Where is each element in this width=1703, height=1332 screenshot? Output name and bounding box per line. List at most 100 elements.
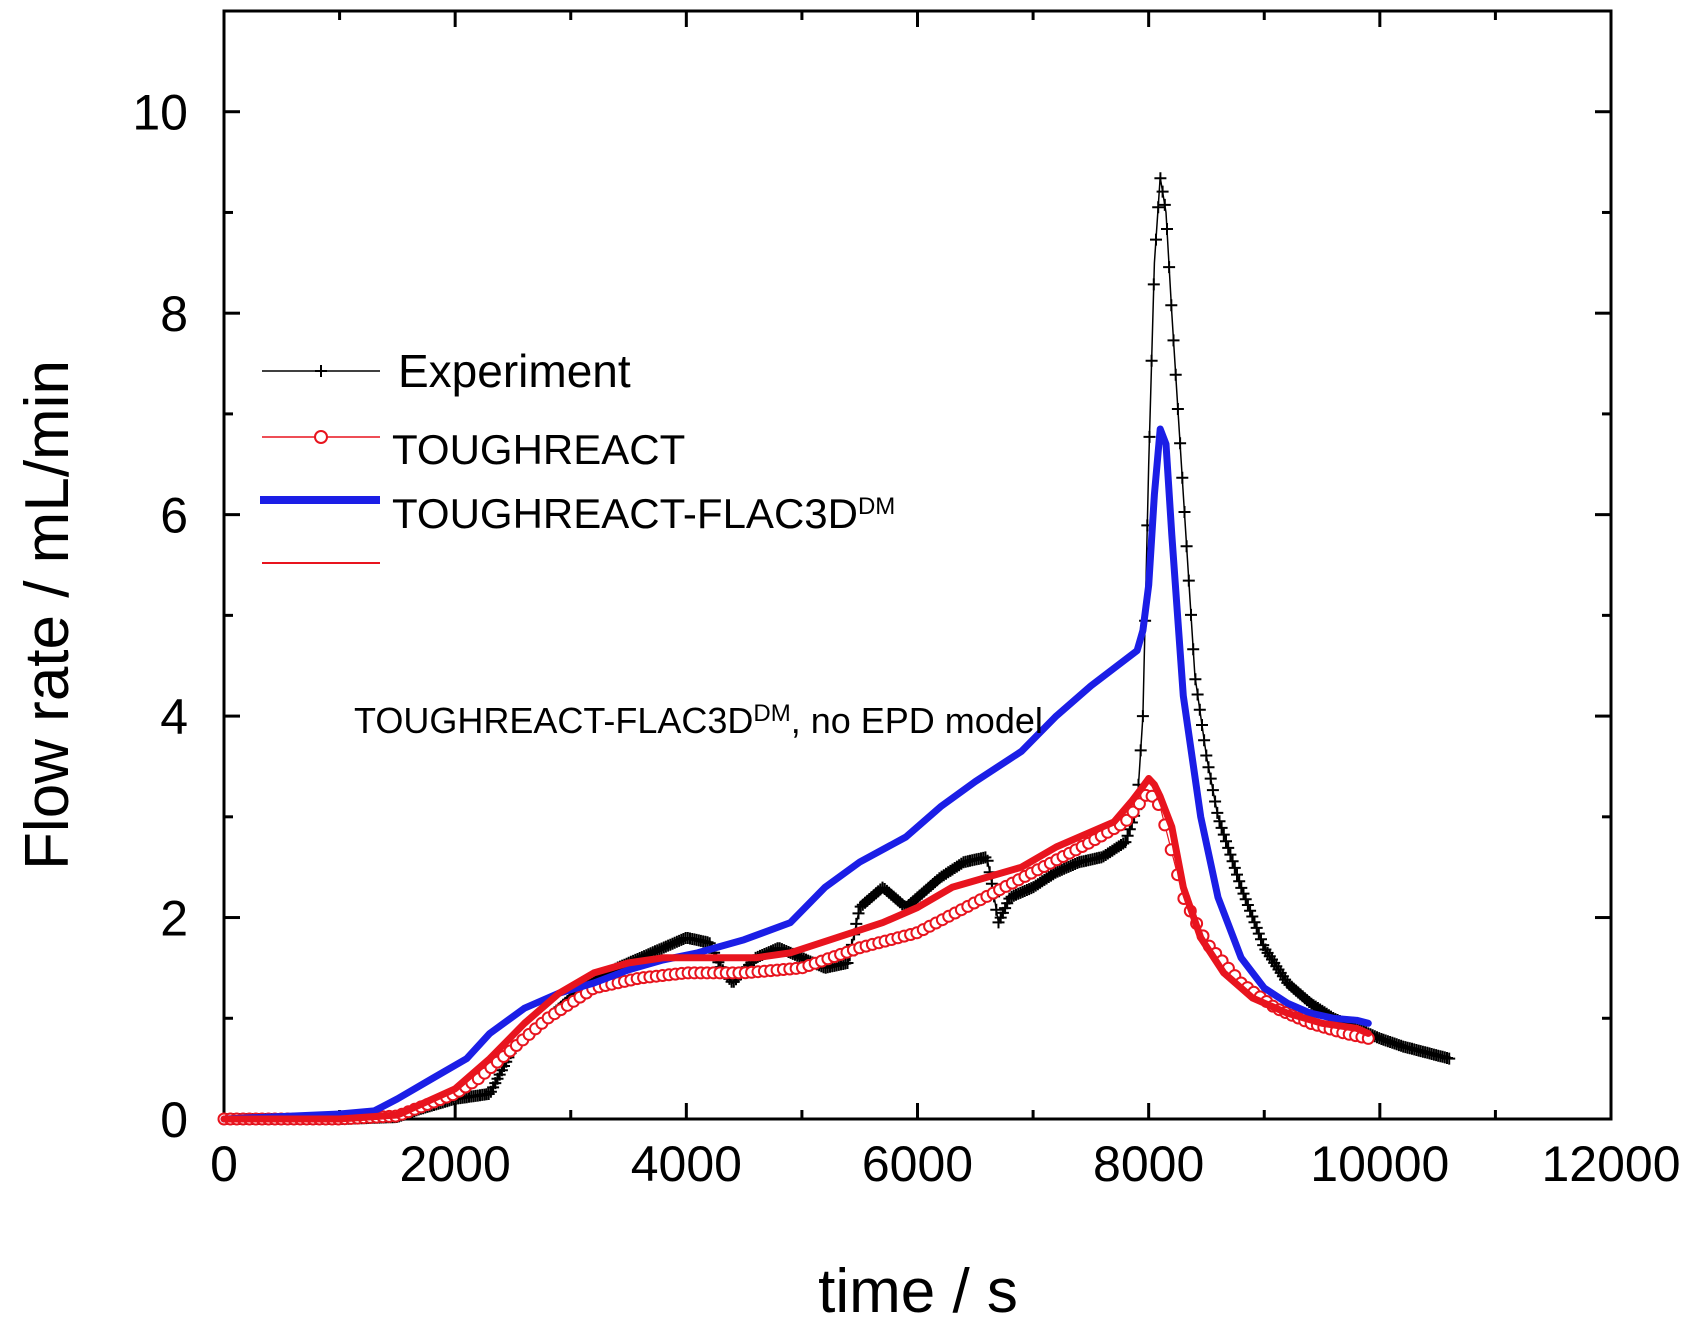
legend: Experiment TOUGHREACT TOUGHREACT-FLAC3DD… [260, 345, 895, 564]
x-tick-label: 12000 [1541, 1136, 1680, 1192]
legend-item-experiment: Experiment [262, 345, 631, 397]
experiment-point [1200, 749, 1213, 762]
experiment-point [1211, 806, 1224, 819]
experiment-point [1163, 261, 1176, 274]
experiment-point [1226, 855, 1239, 868]
experiment-point [1119, 836, 1132, 849]
experiment-point [841, 957, 854, 969]
experiment-point [1117, 837, 1130, 850]
series-no-epd-line [220, 775, 1372, 1123]
toughreact-point [1120, 813, 1134, 827]
experiment-point [1222, 841, 1235, 854]
experiment-point [1443, 1052, 1456, 1065]
experiment-point [1182, 574, 1195, 587]
experiment-point [1171, 403, 1184, 415]
y-tick-labels: 0 2 4 6 8 10 [132, 85, 188, 1148]
legend-label-toughreact-flac3d: TOUGHREACT-FLAC3DDM [392, 490, 895, 537]
experiment-point [1176, 471, 1189, 484]
experiment-point [1220, 835, 1232, 848]
experiment-point [1169, 368, 1182, 381]
legend-marker-toughreact [314, 430, 328, 444]
experiment-point [1158, 198, 1171, 211]
experiment-point [1161, 223, 1173, 235]
y-tick-label: 2 [160, 891, 188, 947]
series-experiment-line [224, 177, 1450, 1120]
legend-item-toughreact-flac3d: TOUGHREACT-FLAC3DDM [260, 490, 895, 537]
experiment-point [1156, 185, 1169, 198]
y-axis-title: Flow rate / mL/min [13, 360, 82, 870]
experiment-point [1198, 734, 1211, 747]
plot-frame [222, 9, 1613, 1121]
series-layer [217, 172, 1456, 1126]
experiment-point [1174, 437, 1187, 450]
experiment-point [1248, 916, 1261, 929]
experiment-point [1145, 354, 1158, 367]
annotation-text: TOUGHREACT-FLAC3D [354, 700, 753, 741]
series-toughreact-flac3d-line [220, 425, 1372, 1123]
experiment-point [1187, 643, 1200, 656]
experiment-point [1206, 784, 1219, 797]
legend-label-text: TOUGHREACT-FLAC3D [392, 490, 858, 537]
experiment-point [1134, 744, 1147, 757]
x-tick-label: 6000 [862, 1136, 973, 1192]
legend-label-superscript: DM [858, 493, 895, 520]
experiment-point [1196, 719, 1208, 731]
experiment-point [1233, 875, 1246, 888]
experiment-point [1152, 201, 1165, 214]
experiment-point [1209, 795, 1222, 808]
experiment-point [1241, 899, 1254, 911]
experiment-point [981, 854, 994, 867]
toughreact-point [1126, 805, 1140, 819]
y-tick-label: 10 [132, 85, 188, 141]
experiment-point [1246, 910, 1259, 923]
experiment-point [1178, 506, 1191, 518]
experiment-point [1185, 608, 1197, 621]
experiment-point [1237, 887, 1250, 900]
experiment-point [852, 907, 865, 920]
annotation-suffix: , no EPD model [791, 700, 1043, 741]
x-tick-label: 10000 [1310, 1136, 1449, 1192]
experiment-point [1202, 761, 1215, 774]
x-tick-labels: 0 2000 4000 6000 8000 10000 12000 [210, 1136, 1680, 1192]
y-tick-label: 0 [160, 1092, 188, 1148]
experiment-point [1189, 673, 1202, 686]
x-tick-label: 0 [210, 1136, 238, 1192]
axis-ticks [222, 9, 1613, 1121]
x-tick-label: 4000 [631, 1136, 742, 1192]
y-tick-label: 6 [160, 488, 188, 544]
x-tick-label: 8000 [1093, 1136, 1204, 1192]
annotation-superscript: DM [753, 700, 790, 727]
experiment-point [1228, 861, 1241, 874]
y-tick-label: 8 [160, 286, 188, 342]
experiment-point [1180, 540, 1193, 553]
annotation-no-epd-model: TOUGHREACT-FLAC3DDM, no EPD model [354, 700, 1043, 741]
experiment-point [1165, 299, 1178, 312]
experiment-point [1154, 172, 1167, 185]
x-tick-label: 2000 [400, 1136, 511, 1192]
experiment-point [1147, 278, 1160, 291]
experiment-point [482, 1088, 495, 1100]
experiment-point [1136, 710, 1149, 723]
experiment-point [1204, 772, 1217, 785]
experiment-point [1239, 893, 1252, 906]
experiment-point [1231, 868, 1243, 881]
legend-marker-experiment [315, 365, 327, 377]
experiment-point [1143, 430, 1156, 443]
experiment-point [1250, 921, 1263, 934]
experiment-point [1121, 829, 1134, 842]
legend-item-toughreact: TOUGHREACT [262, 426, 685, 473]
experiment-point [1235, 881, 1248, 894]
experiment-point [1224, 848, 1237, 861]
y-tick-label: 4 [160, 689, 188, 745]
experiment-point [1244, 904, 1257, 917]
experiment-point [1215, 821, 1228, 834]
experiment-point [1191, 688, 1204, 701]
experiment-point [990, 903, 1003, 916]
experiment-point [1213, 815, 1226, 828]
experiment-point [1252, 927, 1265, 940]
experiment-point [1255, 933, 1267, 946]
experiment-point [1217, 828, 1230, 841]
legend-label-toughreact: TOUGHREACT [392, 426, 685, 473]
experiment-point [1193, 703, 1206, 716]
